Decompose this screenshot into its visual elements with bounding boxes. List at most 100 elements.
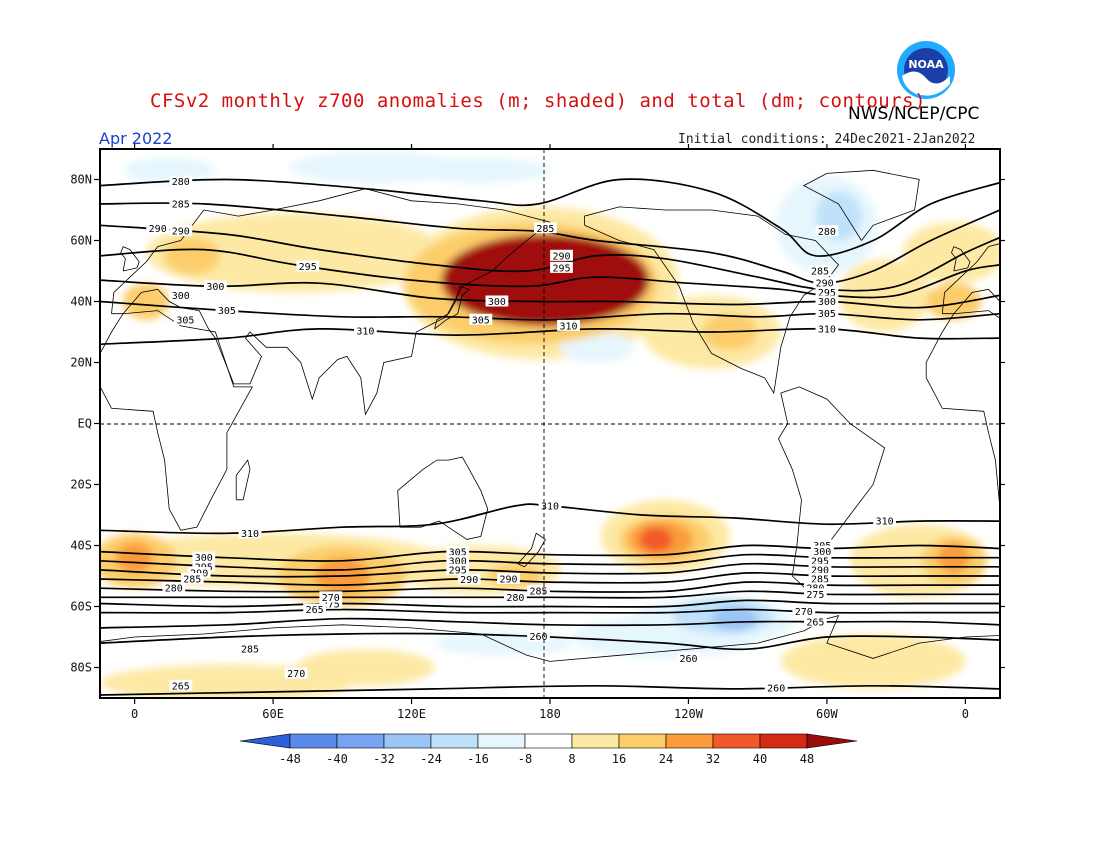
- svg-text:295: 295: [449, 565, 467, 576]
- anomaly-region-11: [780, 634, 966, 689]
- anomaly-region-22: [123, 283, 170, 320]
- svg-text:265: 265: [806, 617, 824, 628]
- antarctica-coast: [100, 624, 551, 662]
- svg-text:265: 265: [172, 681, 190, 692]
- contour-line-270-15: [100, 608, 1000, 614]
- svg-text:290: 290: [552, 251, 570, 262]
- contour-label-1: 285: [169, 197, 193, 210]
- svg-text:260: 260: [679, 654, 697, 665]
- contour-label-2: 290: [169, 225, 193, 238]
- contour-label-15: 270: [792, 605, 816, 618]
- contour-label-35: 310: [873, 515, 896, 528]
- contour-label-19: 285: [534, 222, 557, 235]
- colorbar-swatch-0: [289, 733, 338, 749]
- svg-text:275: 275: [806, 590, 824, 601]
- contour-label-31: 300: [815, 295, 839, 308]
- chart-title: CFSv2 monthly z700 anomalies (m; shaded)…: [150, 90, 927, 112]
- organization-label: NWS/NCEP/CPC: [848, 104, 980, 124]
- colorbar-swatch-5: [524, 733, 573, 749]
- svg-text:295: 295: [818, 288, 836, 299]
- height-contours: [100, 178, 1000, 696]
- svg-text:290: 290: [172, 227, 190, 238]
- anomaly-region-33: [116, 542, 154, 573]
- svg-text:270: 270: [287, 669, 305, 680]
- contour-label-32: 305: [815, 307, 839, 320]
- contour-line-300-9: [100, 553, 1000, 571]
- svg-text:310: 310: [876, 517, 894, 528]
- svg-text:305: 305: [472, 315, 490, 326]
- colorbar-tick-5: -8: [518, 752, 532, 766]
- contour-label-36: 310: [238, 527, 262, 540]
- svg-text:290: 290: [811, 565, 829, 576]
- contour-label-13: 280: [504, 591, 527, 604]
- contour-line-275-14: [100, 599, 1000, 608]
- colorbar-tick-3: -24: [420, 752, 442, 766]
- contour-label-47: 290: [808, 563, 832, 576]
- colorbar-swatch-9: [712, 733, 761, 749]
- svg-text:295: 295: [299, 262, 317, 273]
- contour-label-27: 290: [146, 222, 170, 235]
- forecast-month: Apr 2022: [99, 129, 173, 148]
- svg-text:300: 300: [449, 557, 467, 568]
- svg-text:300: 300: [195, 553, 213, 564]
- svg-text:285: 285: [241, 645, 259, 656]
- north-america-coast: [584, 206, 840, 395]
- svg-text:270: 270: [795, 607, 813, 618]
- contour-label-24: 310: [557, 319, 580, 332]
- contour-label-52: 260: [677, 652, 700, 665]
- anomaly-region-24: [926, 283, 982, 320]
- lat-tick-label-6: 40S: [70, 539, 92, 553]
- lat-tick-label-8: 80S: [70, 661, 92, 675]
- contour-label-43: 265: [303, 603, 326, 616]
- contour-label-7: 310: [538, 499, 562, 512]
- britain-coast: [120, 246, 140, 272]
- contour-line-280-13: [100, 590, 1000, 599]
- svg-text:295: 295: [552, 263, 570, 274]
- svg-text:310: 310: [241, 529, 259, 540]
- contour-label-11: 290: [457, 573, 481, 586]
- anomaly-region-17: [411, 158, 550, 183]
- colorbar-swatch-6: [571, 733, 620, 749]
- contour-label-14: 275: [319, 597, 343, 610]
- contour-line-280-0: [100, 178, 1000, 257]
- contour-label-26: 300: [169, 289, 193, 302]
- anomaly-region-10: [296, 649, 435, 686]
- colorbar-swatch-1: [336, 733, 385, 749]
- svg-text:285: 285: [172, 199, 190, 210]
- greenland-coast: [802, 169, 920, 241]
- lon-tick-label-3: 180: [539, 707, 561, 721]
- contour-label-28: 285: [808, 265, 832, 278]
- contour-label-25: 305: [174, 313, 197, 326]
- contour-label-22: 300: [485, 295, 509, 308]
- contour-label-40: 285: [180, 573, 204, 586]
- initial-conditions: Initial conditions: 24Dec2021-2Jan2022: [678, 132, 976, 147]
- svg-text:300: 300: [818, 297, 836, 308]
- svg-text:300: 300: [172, 291, 190, 302]
- svg-text:260: 260: [767, 683, 785, 694]
- contour-label-48: 285: [808, 573, 832, 586]
- contour-label-37: 300: [192, 551, 216, 564]
- colorbar-tick-1: -40: [326, 752, 348, 766]
- contour-label-3: 295: [296, 260, 320, 273]
- colorbar-high-arrow: [806, 733, 858, 749]
- contour-label-34: 280: [815, 225, 839, 238]
- colorbar-tick-9: 32: [706, 752, 720, 766]
- svg-text:300: 300: [488, 297, 506, 308]
- contour-label-16: 265: [804, 615, 827, 628]
- anomaly-region-1: [146, 213, 447, 293]
- antarctica-coast-wrap: [549, 615, 1000, 662]
- colorbar-tick-0: -48: [279, 752, 301, 766]
- contour-line-285-12: [100, 581, 1000, 593]
- contour-label-4: 300: [204, 280, 227, 293]
- contour-label-10: 295: [446, 563, 470, 576]
- svg-text:270: 270: [322, 593, 340, 604]
- contour-label-51: 290: [497, 573, 520, 586]
- svg-text:285: 285: [536, 224, 554, 235]
- svg-text:280: 280: [818, 227, 836, 238]
- contour-label-17: 260: [527, 630, 550, 643]
- svg-text:290: 290: [816, 279, 834, 290]
- contour-label-9: 300: [446, 555, 470, 568]
- lat-tick-label-0: 80N: [70, 173, 92, 187]
- svg-text:310: 310: [541, 501, 559, 512]
